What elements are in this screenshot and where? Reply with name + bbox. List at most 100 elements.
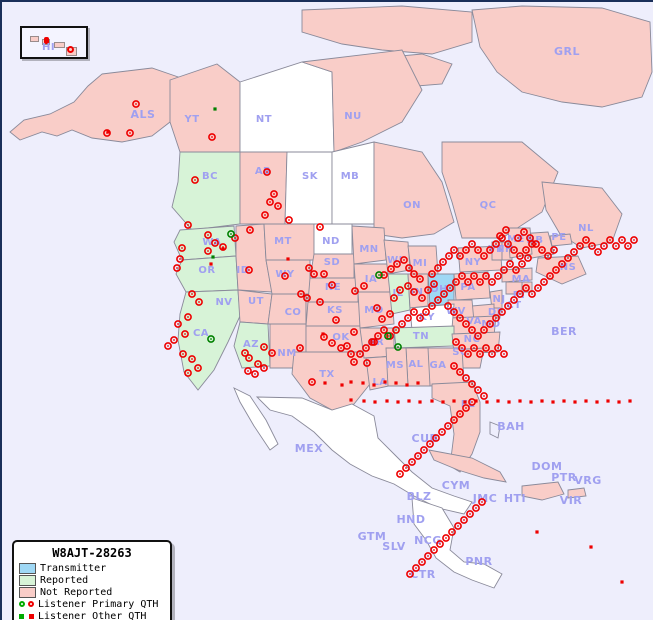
listener-primary-qth-marker[interactable] xyxy=(363,359,371,367)
listener-primary-qth-marker[interactable] xyxy=(405,264,413,272)
listener-primary-qth-marker[interactable] xyxy=(474,386,482,394)
listener-primary-qth-marker[interactable] xyxy=(260,343,268,351)
listener-primary-qth-marker[interactable] xyxy=(466,510,474,518)
listener-primary-qth-marker[interactable] xyxy=(492,240,500,248)
listener-primary-qth-marker[interactable] xyxy=(378,315,386,323)
listener-primary-qth-marker[interactable] xyxy=(445,252,453,260)
listener-primary-qth-marker[interactable] xyxy=(618,236,626,244)
listener-primary-qth-marker[interactable] xyxy=(244,367,252,375)
listener-primary-qth-marker[interactable] xyxy=(204,247,212,255)
listener-primary-qth-marker[interactable] xyxy=(178,244,186,252)
listener-other-qth-marker[interactable] xyxy=(430,399,434,403)
listener-primary-qth-marker[interactable] xyxy=(351,287,359,295)
listener-primary-qth-marker[interactable] xyxy=(570,248,578,256)
listener-other-qth-marker[interactable] xyxy=(383,380,387,384)
listener-primary-qth-marker[interactable] xyxy=(474,332,482,340)
listener-primary-qth-marker[interactable] xyxy=(476,350,484,358)
listener-other-qth-marker[interactable] xyxy=(349,398,353,402)
listener-primary-qth-marker[interactable] xyxy=(406,570,414,578)
listener-primary-qth-marker[interactable] xyxy=(522,246,530,254)
listener-primary-qth-marker[interactable] xyxy=(450,362,458,370)
listener-primary-qth-marker[interactable] xyxy=(456,252,464,260)
listener-primary-qth-marker[interactable] xyxy=(516,290,524,298)
listener-other-qth-marker[interactable] xyxy=(551,400,555,404)
listener-primary-qth-marker[interactable] xyxy=(446,284,454,292)
listener-primary-qth-marker[interactable] xyxy=(204,231,212,239)
listener-primary-qth-marker[interactable] xyxy=(468,380,476,388)
listener-primary-qth-marker[interactable] xyxy=(254,360,262,368)
listener-primary-qth-marker[interactable] xyxy=(281,272,289,280)
listener-primary-qth-marker[interactable] xyxy=(414,452,422,460)
listener-primary-qth-marker[interactable] xyxy=(396,470,404,478)
listener-primary-qth-marker[interactable] xyxy=(380,326,388,334)
listener-primary-qth-marker[interactable] xyxy=(510,246,518,254)
listener-other-qth-marker[interactable] xyxy=(416,381,420,385)
listener-primary-qth-marker[interactable] xyxy=(350,328,358,336)
listener-primary-qth-marker[interactable] xyxy=(462,320,470,328)
listener-primary-qth-marker[interactable] xyxy=(522,284,530,292)
listener-primary-qth-marker[interactable] xyxy=(384,332,392,340)
listener-primary-qth-marker[interactable] xyxy=(245,266,253,274)
marker-layer[interactable] xyxy=(41,39,638,584)
listener-other-qth-marker[interactable] xyxy=(211,255,215,259)
listener-other-qth-marker[interactable] xyxy=(485,400,489,404)
listener-other-qth-marker[interactable] xyxy=(361,381,365,385)
listener-primary-qth-marker[interactable] xyxy=(624,242,632,250)
listener-other-qth-marker[interactable] xyxy=(474,399,478,403)
listener-primary-qth-marker[interactable] xyxy=(474,246,482,254)
listener-primary-qth-marker[interactable] xyxy=(476,278,484,286)
listener-primary-qth-marker[interactable] xyxy=(207,335,215,343)
listener-primary-qth-marker[interactable] xyxy=(428,302,436,310)
listener-primary-qth-marker[interactable] xyxy=(422,308,430,316)
listener-primary-qth-marker[interactable] xyxy=(241,349,249,357)
listener-other-qth-marker[interactable] xyxy=(540,399,544,403)
listener-primary-qth-marker[interactable] xyxy=(430,546,438,554)
listener-primary-qth-marker[interactable] xyxy=(462,246,470,254)
listener-primary-qth-marker[interactable] xyxy=(440,290,448,298)
listener-primary-qth-marker[interactable] xyxy=(387,265,395,273)
listener-primary-qth-marker[interactable] xyxy=(486,246,494,254)
listener-other-qth-marker[interactable] xyxy=(496,399,500,403)
listener-primary-qth-marker[interactable] xyxy=(428,270,436,278)
listener-other-qth-marker[interactable] xyxy=(323,381,327,385)
listener-primary-qth-marker[interactable] xyxy=(594,248,602,256)
hawaii-marker-1[interactable] xyxy=(44,37,49,44)
listener-other-qth-marker[interactable] xyxy=(606,399,610,403)
listener-other-qth-marker[interactable] xyxy=(394,381,398,385)
listener-primary-qth-marker[interactable] xyxy=(600,242,608,250)
listener-primary-qth-marker[interactable] xyxy=(450,246,458,254)
listener-primary-qth-marker[interactable] xyxy=(211,239,219,247)
listener-other-qth-marker[interactable] xyxy=(620,580,624,584)
listener-other-qth-marker[interactable] xyxy=(286,257,290,261)
listener-primary-qth-marker[interactable] xyxy=(316,298,324,306)
listener-other-qth-marker[interactable] xyxy=(589,545,593,549)
listener-primary-qth-marker[interactable] xyxy=(438,428,446,436)
listener-primary-qth-marker[interactable] xyxy=(482,272,490,280)
listener-primary-qth-marker[interactable] xyxy=(576,242,584,250)
listener-primary-qth-marker[interactable] xyxy=(470,272,478,280)
listener-other-qth-marker[interactable] xyxy=(321,332,325,336)
listener-primary-qth-marker[interactable] xyxy=(418,558,426,566)
listener-primary-qth-marker[interactable] xyxy=(630,236,638,244)
listener-primary-qth-marker[interactable] xyxy=(360,282,368,290)
listener-other-qth-marker[interactable] xyxy=(340,383,344,387)
listener-primary-qth-marker[interactable] xyxy=(195,298,203,306)
listener-primary-qth-marker[interactable] xyxy=(434,296,442,304)
listener-primary-qth-marker[interactable] xyxy=(132,100,140,108)
listener-primary-qth-marker[interactable] xyxy=(170,336,178,344)
listener-primary-qth-marker[interactable] xyxy=(396,286,404,294)
listener-primary-qth-marker[interactable] xyxy=(308,378,316,386)
listener-other-qth-marker[interactable] xyxy=(385,399,389,403)
listener-primary-qth-marker[interactable] xyxy=(408,458,416,466)
listener-primary-qth-marker[interactable] xyxy=(418,294,426,302)
listener-primary-qth-marker[interactable] xyxy=(392,326,400,334)
listener-other-qth-marker[interactable] xyxy=(349,380,353,384)
listener-primary-qth-marker[interactable] xyxy=(296,344,304,352)
listener-primary-qth-marker[interactable] xyxy=(245,354,253,362)
listener-primary-qth-marker[interactable] xyxy=(194,364,202,372)
listener-primary-qth-marker[interactable] xyxy=(274,202,282,210)
listener-primary-qth-marker[interactable] xyxy=(528,290,536,298)
listener-primary-qth-marker[interactable] xyxy=(386,310,394,318)
listener-primary-qth-marker[interactable] xyxy=(375,271,383,279)
